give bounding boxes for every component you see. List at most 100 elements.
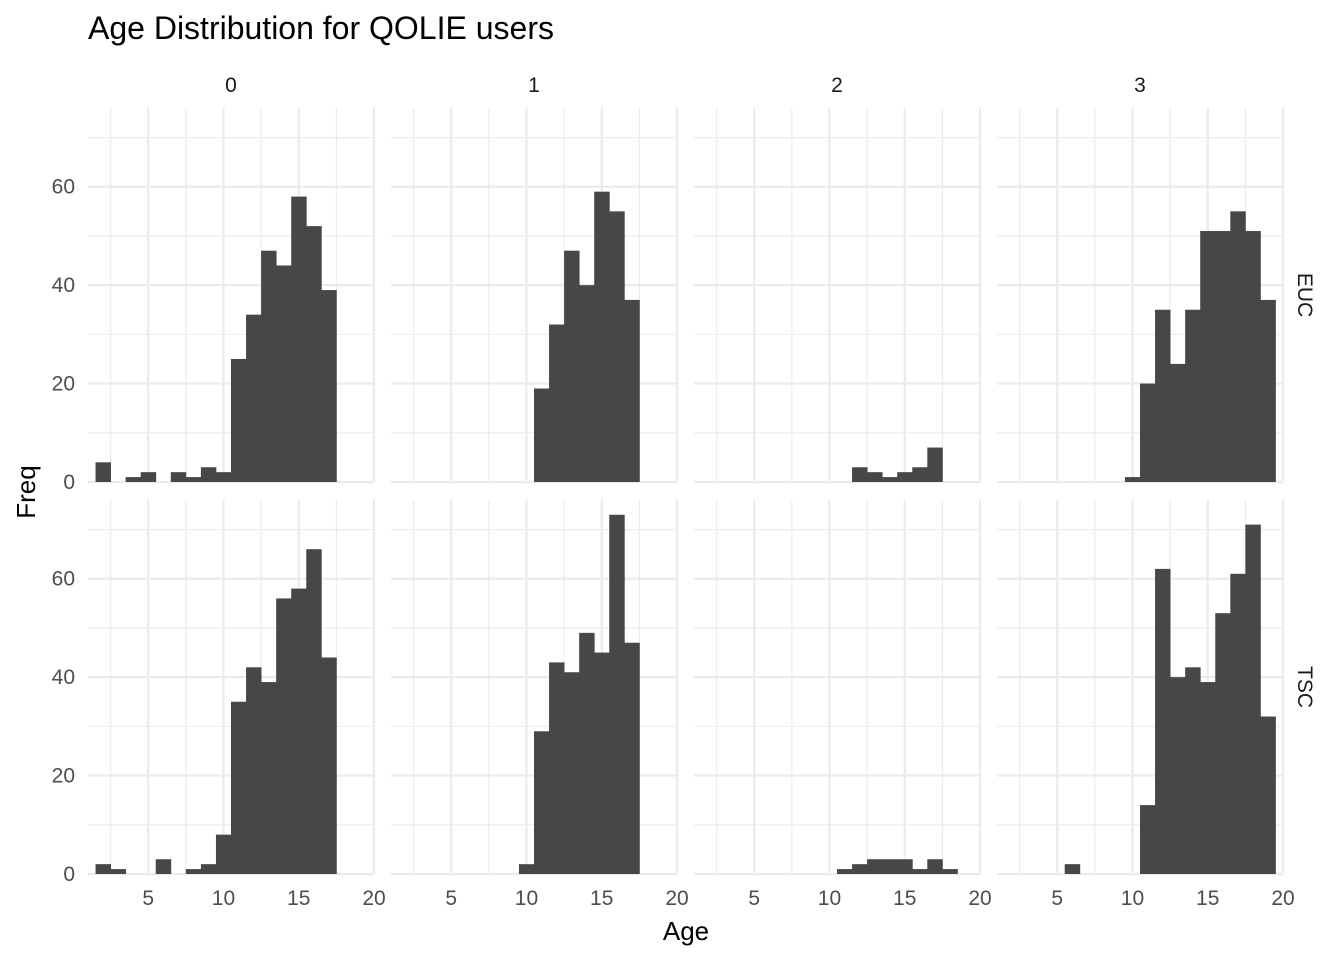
histogram-bar bbox=[579, 632, 595, 874]
histogram-bar bbox=[261, 250, 277, 482]
histogram-bar bbox=[306, 549, 322, 874]
facet-panel-2-tsc: 5 10 15 20 bbox=[694, 500, 992, 910]
histogram-bar bbox=[1155, 568, 1171, 874]
facet-panel-2-euc: 2 bbox=[694, 74, 982, 484]
histogram-bar bbox=[897, 472, 913, 482]
histogram-bar bbox=[215, 472, 232, 482]
x-tick-label: 20 bbox=[1271, 887, 1294, 910]
histogram-bar bbox=[1170, 363, 1186, 482]
y-tick-label: 0 bbox=[63, 863, 75, 886]
histogram-bar bbox=[276, 598, 292, 874]
histogram-bar bbox=[594, 191, 610, 482]
histogram-bar bbox=[609, 514, 625, 874]
y-axis-title: Freq bbox=[11, 465, 41, 518]
facet-panel-3-tsc: TSC 5 10 15 20 bbox=[997, 500, 1316, 910]
histogram-bar bbox=[549, 324, 565, 482]
x-tick-label: 15 bbox=[590, 887, 613, 910]
facet-panels: 0 0 20 40 60 1 2 3 EUC 0 20 40 60 5 10 15 20 5 10 15 20 5 10 15… bbox=[52, 74, 1316, 910]
histogram-bar bbox=[110, 869, 127, 874]
histogram-bar bbox=[185, 477, 202, 482]
y-tick-label: 60 bbox=[52, 176, 75, 199]
histogram-bar bbox=[624, 299, 640, 482]
histogram-bar bbox=[321, 657, 337, 874]
histogram-bar bbox=[246, 314, 262, 482]
histogram-bar bbox=[1215, 231, 1231, 482]
x-tick-label: 15 bbox=[287, 887, 310, 910]
x-tick-label: 20 bbox=[968, 887, 991, 910]
x-tick-label: 10 bbox=[212, 887, 235, 910]
histogram-bar bbox=[185, 869, 202, 874]
y-tick-label: 40 bbox=[52, 666, 75, 689]
x-tick-label: 5 bbox=[1051, 887, 1063, 910]
histogram-bar bbox=[1260, 299, 1276, 482]
histogram-bar bbox=[927, 859, 943, 874]
chart-title: Age Distribution for QOLIE users bbox=[88, 10, 554, 46]
facet-panel-0-euc: 0 0 20 40 60 bbox=[52, 74, 376, 494]
histogram-bar bbox=[1124, 477, 1141, 482]
histogram-bar bbox=[321, 290, 337, 482]
histogram-bar bbox=[882, 859, 898, 874]
histogram-bar bbox=[1185, 309, 1201, 482]
x-tick-label: 5 bbox=[748, 887, 760, 910]
histogram-bar bbox=[852, 467, 868, 482]
histogram-bar bbox=[1215, 613, 1231, 874]
facet-column-label: 3 bbox=[1134, 74, 1146, 97]
histogram-bar bbox=[215, 834, 232, 874]
histogram-bar bbox=[564, 250, 580, 482]
x-tick-label: 5 bbox=[142, 887, 154, 910]
histogram-bar bbox=[564, 672, 580, 874]
y-tick-label: 60 bbox=[52, 568, 75, 591]
histogram-bar bbox=[1155, 309, 1171, 482]
histogram-bar bbox=[1170, 677, 1186, 874]
x-tick-label: 10 bbox=[1121, 887, 1144, 910]
histogram-bar bbox=[1200, 231, 1216, 482]
histogram-bar bbox=[95, 462, 111, 482]
histogram-bar bbox=[155, 859, 172, 874]
histogram-bar bbox=[897, 859, 913, 874]
histogram-bar bbox=[231, 358, 247, 482]
facet-column-label: 2 bbox=[831, 74, 843, 97]
x-tick-label: 20 bbox=[665, 887, 688, 910]
y-tick-label: 40 bbox=[52, 274, 75, 297]
x-tick-label: 10 bbox=[818, 887, 841, 910]
histogram-bar bbox=[852, 864, 868, 874]
histogram-bar bbox=[579, 285, 595, 482]
histogram-bar bbox=[912, 467, 928, 482]
x-tick-label: 15 bbox=[893, 887, 916, 910]
histogram-bar bbox=[837, 869, 853, 874]
histogram-bar bbox=[942, 869, 958, 874]
histogram-bar bbox=[518, 864, 535, 874]
facet-panel-1-tsc: 5 10 15 20 bbox=[391, 500, 689, 910]
y-tick-label: 0 bbox=[63, 471, 75, 494]
histogram-bar bbox=[1200, 682, 1216, 874]
histogram-bar bbox=[867, 859, 883, 874]
histogram-bar bbox=[1064, 864, 1081, 874]
histogram-bar bbox=[1245, 231, 1261, 482]
histogram-bar bbox=[291, 196, 307, 482]
histogram-bar bbox=[927, 447, 943, 482]
x-tick-label: 20 bbox=[362, 887, 385, 910]
histogram-bar bbox=[912, 869, 928, 874]
histogram-bar bbox=[1230, 573, 1246, 874]
x-tick-label: 10 bbox=[515, 887, 538, 910]
histogram-bar bbox=[609, 211, 625, 482]
histogram-bar bbox=[261, 682, 277, 874]
histogram-bar bbox=[549, 662, 565, 874]
histogram-bar bbox=[306, 226, 322, 482]
histogram-bar bbox=[276, 265, 292, 482]
facet-row-label: TSC bbox=[1293, 666, 1316, 708]
histogram-bar bbox=[95, 864, 111, 874]
histogram-bar bbox=[140, 472, 157, 482]
facet-row-label: EUC bbox=[1293, 273, 1316, 317]
histogram-bar bbox=[882, 477, 898, 482]
histogram-bar bbox=[1230, 211, 1246, 482]
histogram-bar bbox=[867, 472, 883, 482]
histogram-bar bbox=[170, 472, 187, 482]
histogram-bar bbox=[624, 642, 640, 874]
histogram-bar bbox=[1260, 716, 1276, 874]
histogram-bar bbox=[534, 731, 550, 874]
x-tick-label: 15 bbox=[1196, 887, 1219, 910]
y-tick-label: 20 bbox=[52, 373, 75, 396]
histogram-bar bbox=[594, 652, 610, 874]
